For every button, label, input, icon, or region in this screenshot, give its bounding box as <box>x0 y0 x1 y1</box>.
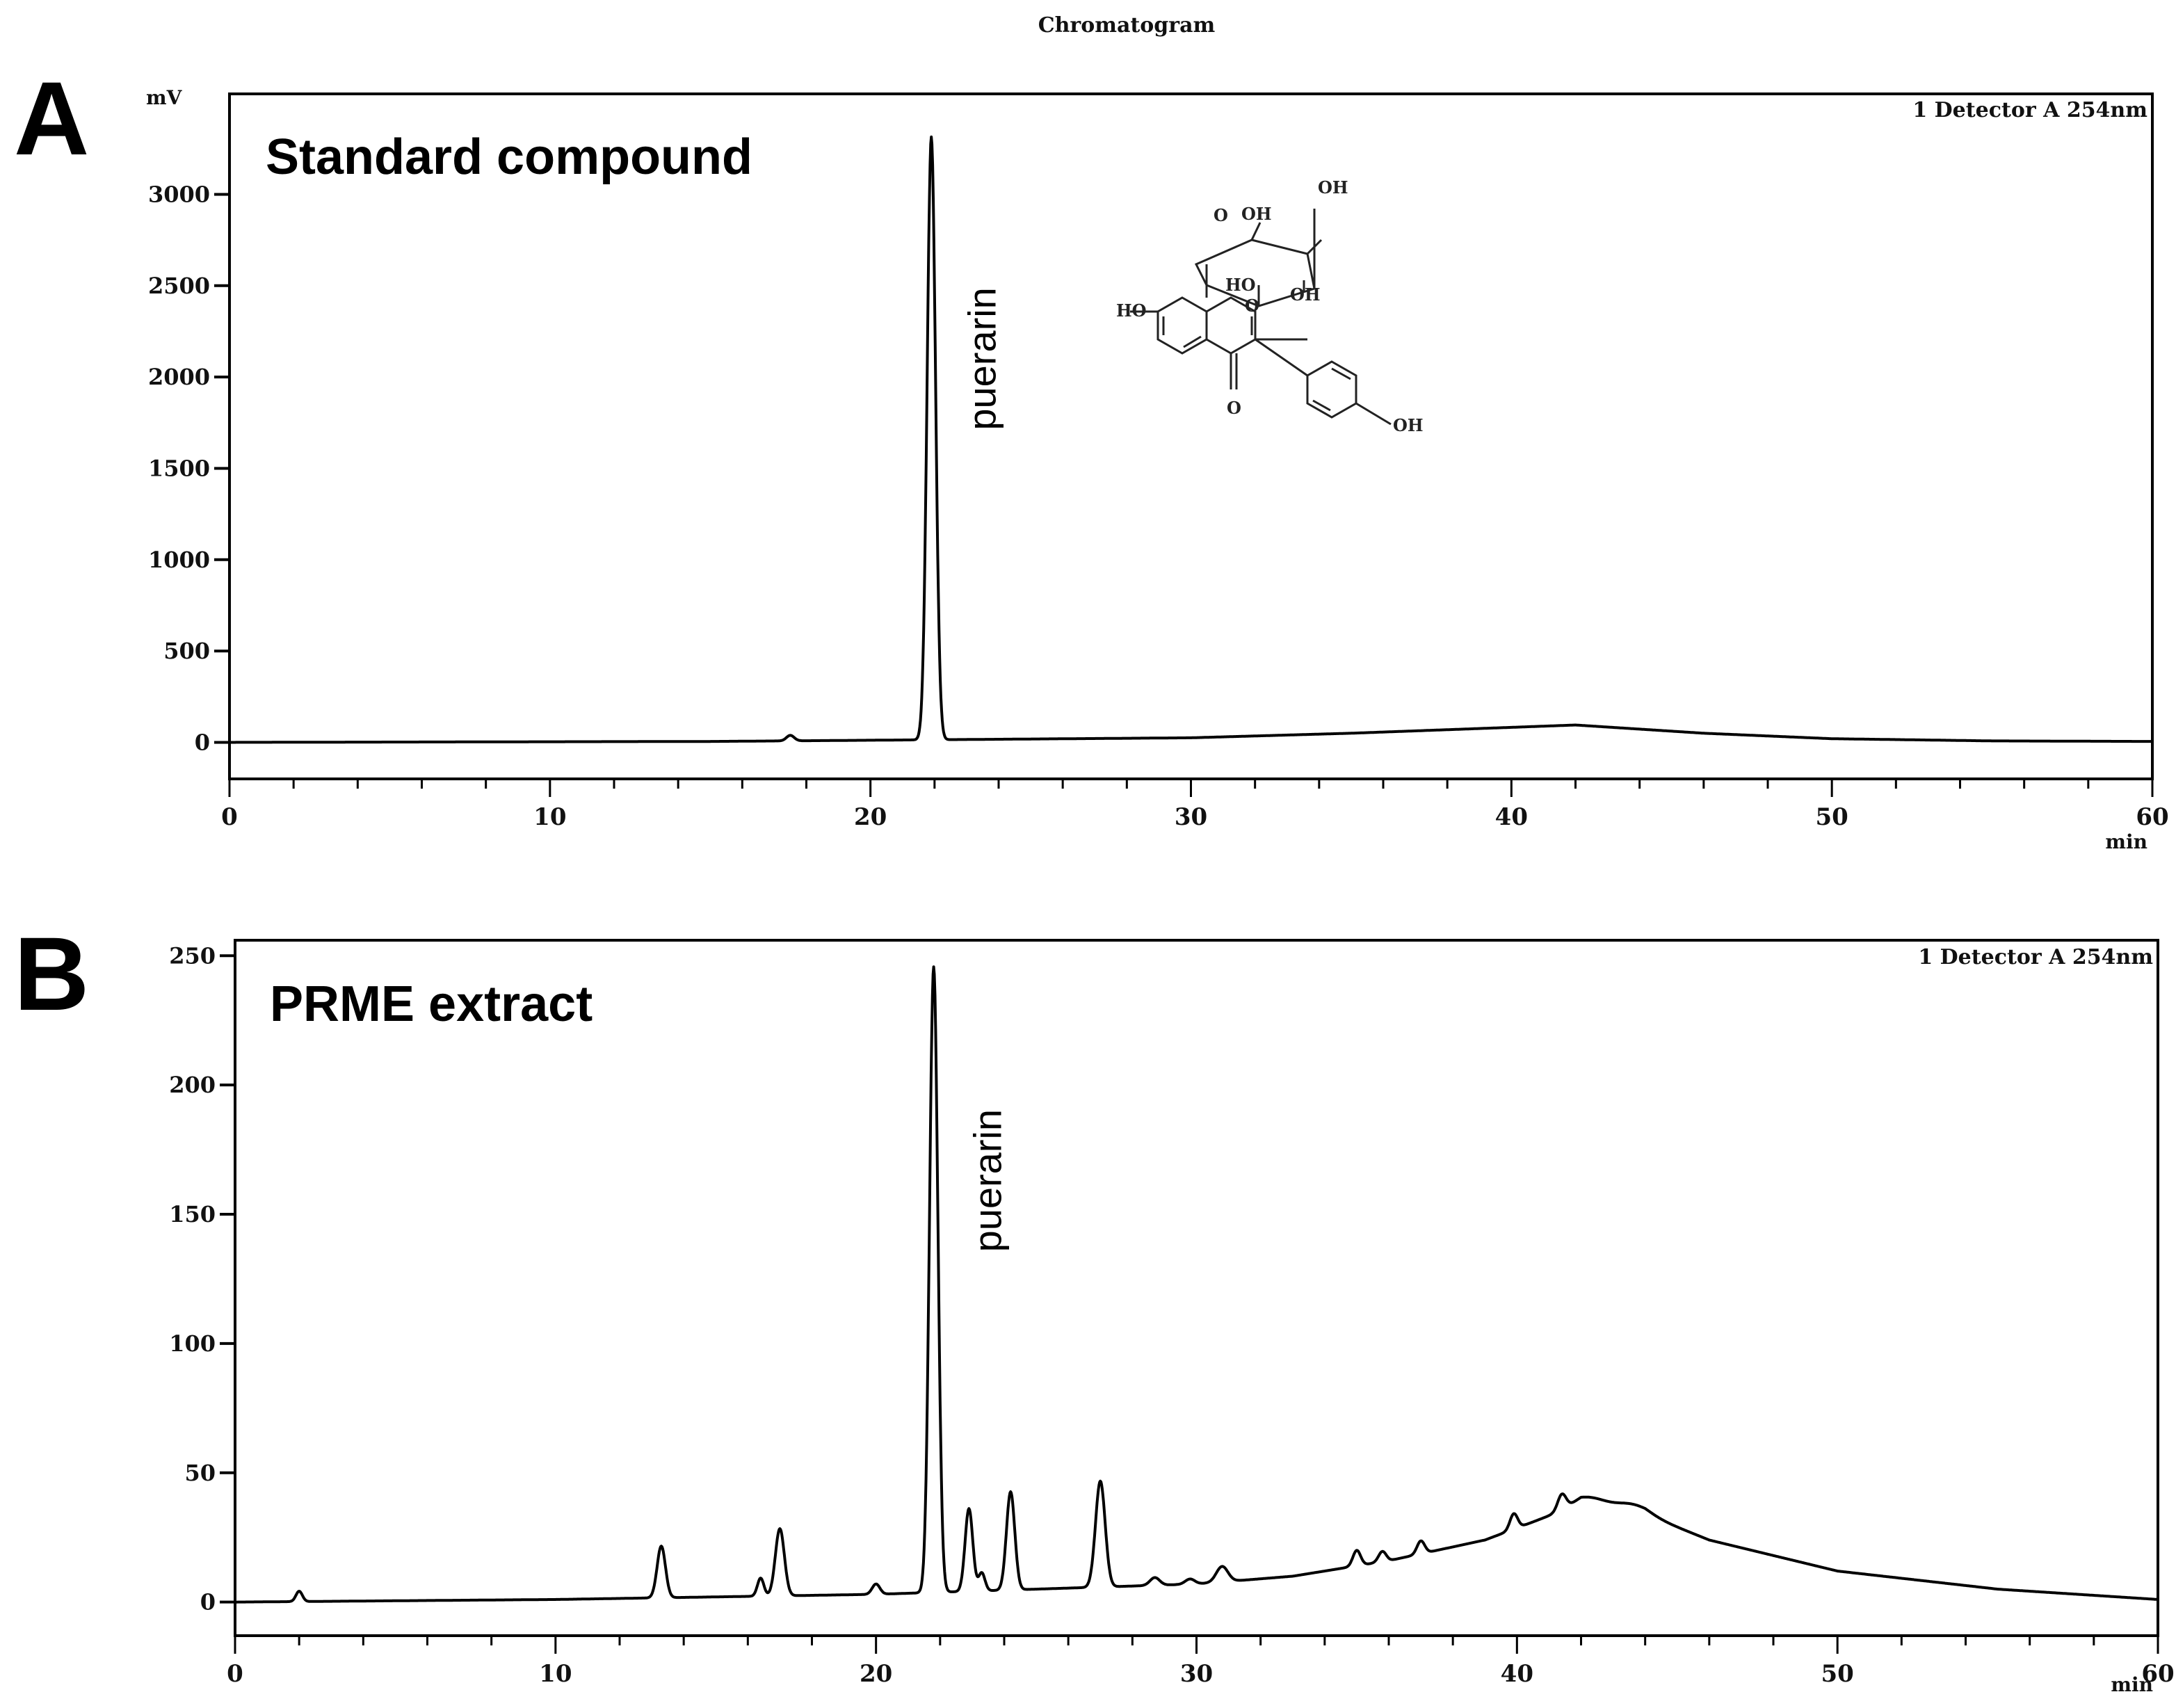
atom-label: OH <box>1318 177 1348 198</box>
x-axis-ticks: 0 10 20 30 40 50 60 <box>227 1636 2175 1688</box>
y-axis-ticks: 0 500 1000 1500 2000 2500 3000 <box>148 181 229 755</box>
x-unit-label: min <box>2111 1673 2153 1696</box>
y-tick-label: 0 <box>195 729 210 755</box>
x-tick-label: 40 <box>1495 803 1528 831</box>
x-tick-label: 40 <box>1501 1660 1533 1688</box>
atom-label: HO <box>1116 300 1147 321</box>
y-tick-label: 200 <box>169 1072 216 1098</box>
panel-a: A mV 0 500 1000 1500 2000 2500 3000 0 10 20 30 40 5… <box>14 60 2169 853</box>
y-tick-label: 1000 <box>148 547 210 573</box>
x-tick-label: 0 <box>227 1660 243 1688</box>
x-tick-label: 20 <box>854 803 887 831</box>
y-tick-label: 1500 <box>148 455 210 481</box>
panel-b: B 0 50 100 150 200 250 0 10 20 30 40 50 60 min 1 De… <box>14 915 2175 1696</box>
atom-label: OH <box>1393 415 1424 435</box>
x-tick-label: 60 <box>2136 803 2168 831</box>
atom-label: O <box>1245 296 1259 316</box>
y-tick-label: 150 <box>169 1201 216 1227</box>
structure-labels: OH O OH HO OH HO O O OH <box>1116 177 1424 435</box>
x-tick-label: 20 <box>860 1660 892 1688</box>
y-tick-label: 250 <box>169 942 216 969</box>
x-tick-label: 0 <box>221 803 238 831</box>
y-axis-ticks: 0 50 100 150 200 250 <box>169 942 235 1616</box>
puerarin-structure <box>1130 209 1392 426</box>
y-tick-label: 50 <box>184 1460 216 1486</box>
x-tick-label: 50 <box>1816 803 1848 831</box>
chromatogram-trace <box>228 135 2154 744</box>
y-unit-label: mV <box>146 86 183 109</box>
y-tick-label: 2500 <box>148 273 210 299</box>
x-tick-label: 60 <box>2141 1660 2174 1688</box>
y-tick-label: 500 <box>163 638 210 664</box>
atom-label: HO <box>1225 275 1256 295</box>
x-tick-label: 50 <box>1821 1660 1854 1688</box>
sample-label: PRME extract <box>270 976 593 1032</box>
plot-frame <box>228 92 2154 780</box>
y-tick-label: 2000 <box>148 364 210 390</box>
atom-label: O <box>1214 205 1228 225</box>
peak-annotation-puerarin: puerarin <box>965 1109 1009 1252</box>
peak-annotation-puerarin: puerarin <box>960 287 1004 430</box>
atom-label: O <box>1227 398 1241 418</box>
x-tick-label: 10 <box>533 803 566 831</box>
detector-label: 1 Detector A 254nm <box>1912 98 2147 122</box>
atom-label: OH <box>1290 284 1321 305</box>
x-tick-label: 10 <box>539 1660 572 1688</box>
panel-label: A <box>14 60 89 177</box>
figure-title: Chromatogram <box>1038 13 1216 38</box>
y-tick-label: 100 <box>169 1330 216 1357</box>
x-axis-ticks: 0 10 20 30 40 50 60 <box>221 779 2169 831</box>
x-unit-label: min <box>2105 830 2147 853</box>
y-tick-label: 3000 <box>148 181 210 207</box>
panel-label: B <box>14 915 89 1032</box>
sample-label: Standard compound <box>266 129 752 185</box>
chromatogram-trace <box>234 965 2159 1604</box>
plot-frame <box>234 939 2159 1637</box>
atom-label: OH <box>1241 204 1272 224</box>
x-tick-label: 30 <box>1175 803 1207 831</box>
y-tick-label: 0 <box>200 1589 216 1616</box>
detector-label: 1 Detector A 254nm <box>1918 945 2153 969</box>
x-tick-label: 30 <box>1180 1660 1213 1688</box>
